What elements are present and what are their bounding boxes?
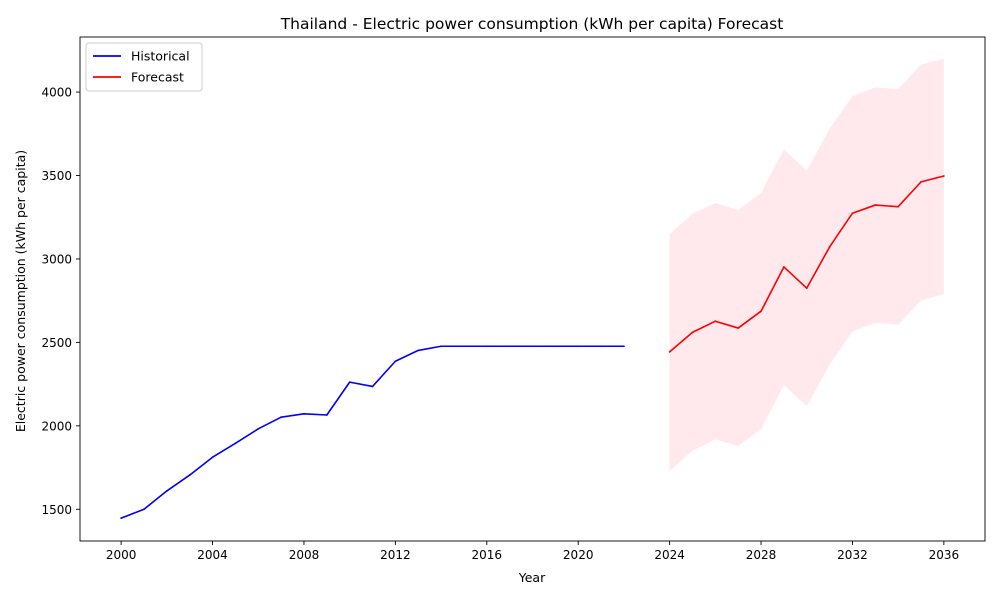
confidence-band [669, 58, 944, 471]
historical-point [120, 517, 123, 520]
y-axis-label: Electric power consumption (kWh per capi… [13, 150, 28, 432]
historical-point [280, 416, 283, 419]
y-tick-label: 2000 [41, 419, 72, 433]
historical-point [554, 345, 557, 348]
x-tick-label: 2008 [289, 548, 320, 562]
y-tick-label: 1500 [41, 503, 72, 517]
x-axis-label: Year [518, 570, 546, 585]
historical-point [257, 427, 260, 430]
historical-point [165, 490, 168, 492]
legend: Historical Forecast [85, 42, 203, 92]
forecast-point [874, 204, 877, 206]
historical-point [303, 412, 305, 415]
x-tick-label: 2020 [563, 548, 594, 562]
forecast-point [737, 327, 740, 329]
axes-frame [79, 36, 986, 542]
historical-point [463, 345, 465, 348]
forecast-point [691, 331, 694, 334]
y-tick-label: 2500 [41, 336, 72, 350]
historical-point [211, 456, 214, 459]
historical-point [143, 508, 145, 511]
legend-forecast-label: Forecast [131, 70, 184, 85]
chart-title: Thailand - Electric power consumption (k… [280, 15, 784, 33]
plot-area [120, 58, 945, 520]
y-tick-label: 4000 [41, 86, 72, 100]
axes: 2000 2004 2008 2012 2016 2020 2024 2028 2032 2036… [41, 36, 986, 562]
forecast-point [714, 320, 717, 323]
forecast-point [897, 205, 900, 208]
forecast-point [760, 310, 762, 313]
historical-point [623, 345, 625, 348]
historical-point [188, 474, 191, 476]
x-tick-label: 2032 [837, 548, 868, 562]
historical-point [440, 345, 442, 348]
historical-point [600, 345, 602, 348]
historical-point [234, 442, 237, 445]
historical-point [508, 345, 511, 348]
historical-point [531, 345, 534, 348]
forecast-point [942, 175, 945, 177]
forecast-point [668, 351, 671, 353]
forecast-point [782, 266, 785, 268]
legend-frame [85, 42, 203, 92]
forecast-point [920, 180, 922, 183]
x-tick-label: 2028 [746, 548, 777, 562]
x-tick-label: 2000 [106, 548, 137, 562]
legend-historical-label: Historical [131, 49, 190, 64]
x-tick-label: 2016 [472, 548, 503, 562]
x-tick-label: 2024 [654, 548, 685, 562]
historical-point [417, 349, 420, 352]
historical-point [485, 345, 488, 348]
historical-point [577, 345, 580, 348]
historical-point [348, 381, 351, 384]
forecast-point [805, 287, 808, 290]
y-tick-label: 3500 [41, 169, 72, 183]
forecast-point [851, 212, 854, 215]
historical-point [371, 385, 374, 388]
historical-point [394, 360, 397, 363]
x-tick-label: 2012 [380, 548, 411, 562]
x-tick-label: 2036 [929, 548, 960, 562]
y-tick-label: 3000 [41, 252, 72, 266]
x-tick-label: 2004 [197, 548, 228, 562]
historical-point [325, 414, 328, 416]
forecast-point [828, 246, 831, 248]
